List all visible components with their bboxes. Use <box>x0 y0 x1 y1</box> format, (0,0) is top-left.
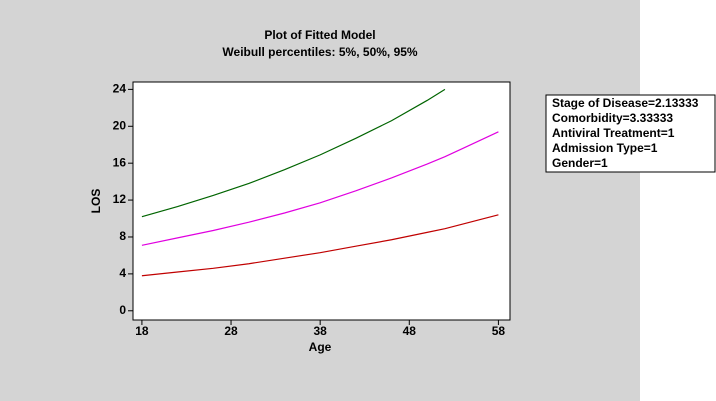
chart-subtitle: Weibull percentiles: 5%, 50%, 95% <box>222 45 418 59</box>
x-tick-label: 28 <box>224 324 238 338</box>
x-axis-label: Age <box>309 340 332 354</box>
annotation-text: Gender=1 <box>552 156 608 170</box>
y-tick-label: 0 <box>119 303 126 317</box>
annotation-text: Stage of Disease=2.13333 <box>552 96 699 110</box>
annotation-text: Admission Type=1 <box>552 141 658 155</box>
x-tick-label: 38 <box>313 324 327 338</box>
series-line <box>141 131 499 246</box>
y-tick-label: 24 <box>113 82 127 96</box>
x-tick-label: 58 <box>492 324 506 338</box>
annotation-text: Comorbidity=3.33333 <box>552 111 673 125</box>
y-tick-label: 4 <box>119 266 126 280</box>
x-tick-label: 48 <box>403 324 417 338</box>
y-tick-label: 20 <box>113 118 127 132</box>
x-tick-label: 18 <box>135 324 149 338</box>
y-axis-label: LOS <box>89 189 103 214</box>
annotation-text: Antiviral Treatment=1 <box>552 126 675 140</box>
plot-area <box>132 81 511 321</box>
annotation-box <box>545 94 716 173</box>
y-tick-label: 16 <box>113 155 127 169</box>
y-tick-label: 12 <box>113 192 127 206</box>
chart-title: Plot of Fitted Model <box>264 28 375 42</box>
y-tick-label: 8 <box>119 229 126 243</box>
series-line <box>141 214 499 277</box>
series-line <box>141 88 446 218</box>
side-area <box>640 0 716 401</box>
